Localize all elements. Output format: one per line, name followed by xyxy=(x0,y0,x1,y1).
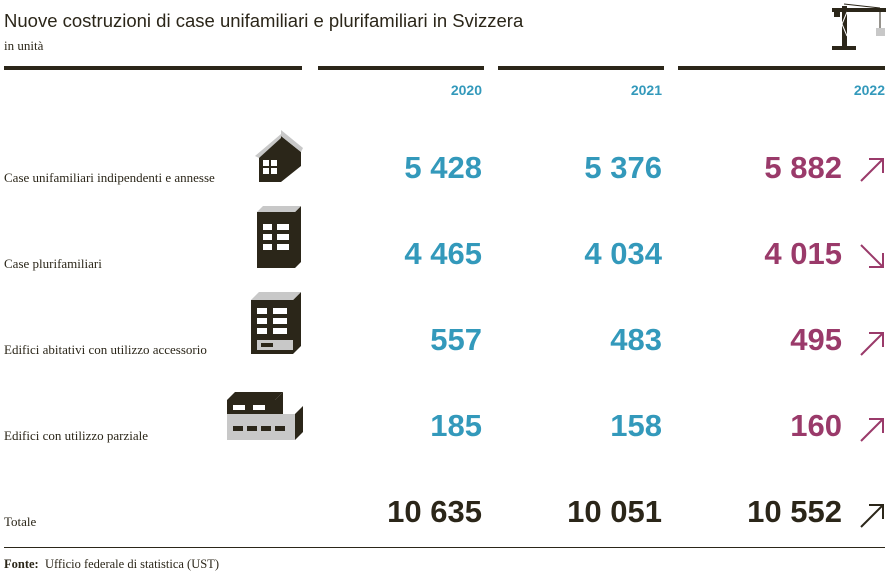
trend-up-icon xyxy=(860,418,884,442)
column-header-2022: 2022 xyxy=(853,82,885,98)
trend-up-icon xyxy=(860,504,884,528)
chart-title: Nuove costruzioni di case unifamiliari e… xyxy=(4,10,524,31)
row-label-single-houses: Case unifamiliari indipendenti e annesse xyxy=(4,170,215,185)
value-multi-family-2022: 4 015 xyxy=(764,236,842,271)
value-single-houses-2022: 5 882 xyxy=(764,150,842,185)
source-note: Fonte: Ufficio federale di statistica (U… xyxy=(4,557,219,572)
column-header-2021: 2021 xyxy=(630,82,662,98)
value-total-2021: 10 051 xyxy=(567,494,662,529)
value-single-houses-2020: 5 428 xyxy=(404,150,482,185)
source-label: Fonte: xyxy=(4,557,39,571)
value-mixed-use-2021: 483 xyxy=(610,322,662,357)
chart-subtitle: in unità xyxy=(4,38,44,53)
value-total-2020: 10 635 xyxy=(387,494,482,529)
row-label-total: Totale xyxy=(4,514,37,529)
row-label-multi-family: Case plurifamiliari xyxy=(4,256,102,271)
crane-icon xyxy=(832,3,886,50)
source-text: Ufficio federale di statistica (UST) xyxy=(44,557,219,571)
value-total-2022: 10 552 xyxy=(747,494,842,529)
value-mixed-use-2022: 495 xyxy=(790,322,842,357)
trend-up-icon xyxy=(860,332,884,356)
row-label-partial-use: Edifici con utilizzo parziale xyxy=(4,428,149,443)
value-multi-family-2020: 4 465 xyxy=(404,236,482,271)
header-rule-2021 xyxy=(498,66,664,70)
trend-up-icon xyxy=(860,158,884,182)
value-partial-use-2020: 185 xyxy=(430,408,482,443)
header-rule-2020 xyxy=(318,66,484,70)
header-rule-2022 xyxy=(678,66,885,70)
row-label-mixed-use: Edifici abitativi con utilizzo accessori… xyxy=(4,342,207,357)
footer-rule xyxy=(4,547,885,548)
apartment-building-icon xyxy=(257,206,301,268)
single-house-icon xyxy=(255,130,303,182)
column-header-2020: 2020 xyxy=(450,82,482,98)
value-single-houses-2021: 5 376 xyxy=(584,150,662,185)
value-multi-family-2021: 4 034 xyxy=(584,236,662,271)
value-partial-use-2021: 158 xyxy=(610,408,662,443)
value-mixed-use-2020: 557 xyxy=(430,322,482,357)
trend-down-icon xyxy=(860,244,884,268)
header-rule-labels xyxy=(4,66,302,70)
partial-use-building-icon xyxy=(227,392,303,440)
mixed-use-building-icon xyxy=(251,292,301,354)
value-partial-use-2022: 160 xyxy=(790,408,842,443)
